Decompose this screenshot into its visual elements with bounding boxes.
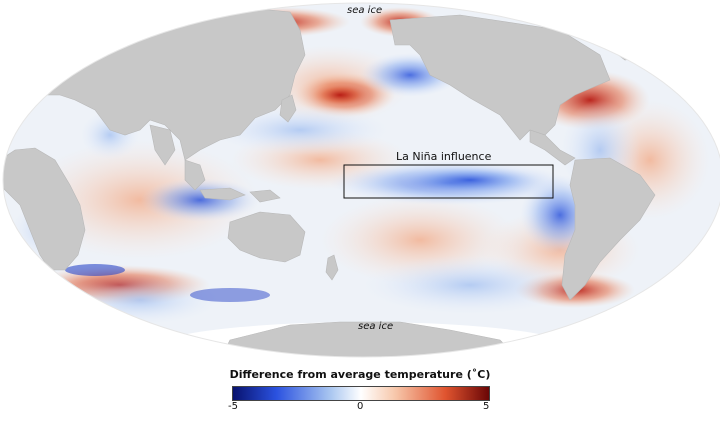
sea-ice-south-label: sea ice bbox=[358, 321, 394, 332]
australia bbox=[227, 211, 306, 263]
la-nina-label: La Niña influence bbox=[396, 150, 492, 163]
europe-east bbox=[689, 29, 720, 121]
colorbar bbox=[232, 386, 490, 401]
legend-min-label: -5 bbox=[228, 401, 238, 412]
japan bbox=[279, 94, 297, 123]
new-zealand bbox=[325, 254, 339, 281]
africa bbox=[3, 147, 86, 271]
world-map: sea ice sea ice La Niña influence bbox=[2, 2, 720, 358]
sea-ice-north-label: sea ice bbox=[347, 5, 383, 16]
indonesia bbox=[199, 187, 246, 201]
colorbar-fill bbox=[233, 387, 489, 400]
globe-outline bbox=[2, 2, 720, 358]
antarctica bbox=[219, 321, 521, 357]
se-asia bbox=[184, 159, 206, 191]
legend-mid-label: 0 bbox=[357, 401, 364, 412]
india bbox=[149, 124, 176, 166]
legend-max-label: 5 bbox=[483, 401, 490, 412]
la-nina-box bbox=[343, 164, 554, 199]
sst-anomaly-map bbox=[2, 2, 720, 358]
central-america bbox=[529, 129, 576, 166]
south-america bbox=[561, 157, 656, 301]
legend-title: Difference from average temperature (˚C) bbox=[229, 368, 491, 381]
new-guinea bbox=[249, 189, 281, 203]
legend: Difference from average temperature (˚C)… bbox=[222, 368, 498, 416]
